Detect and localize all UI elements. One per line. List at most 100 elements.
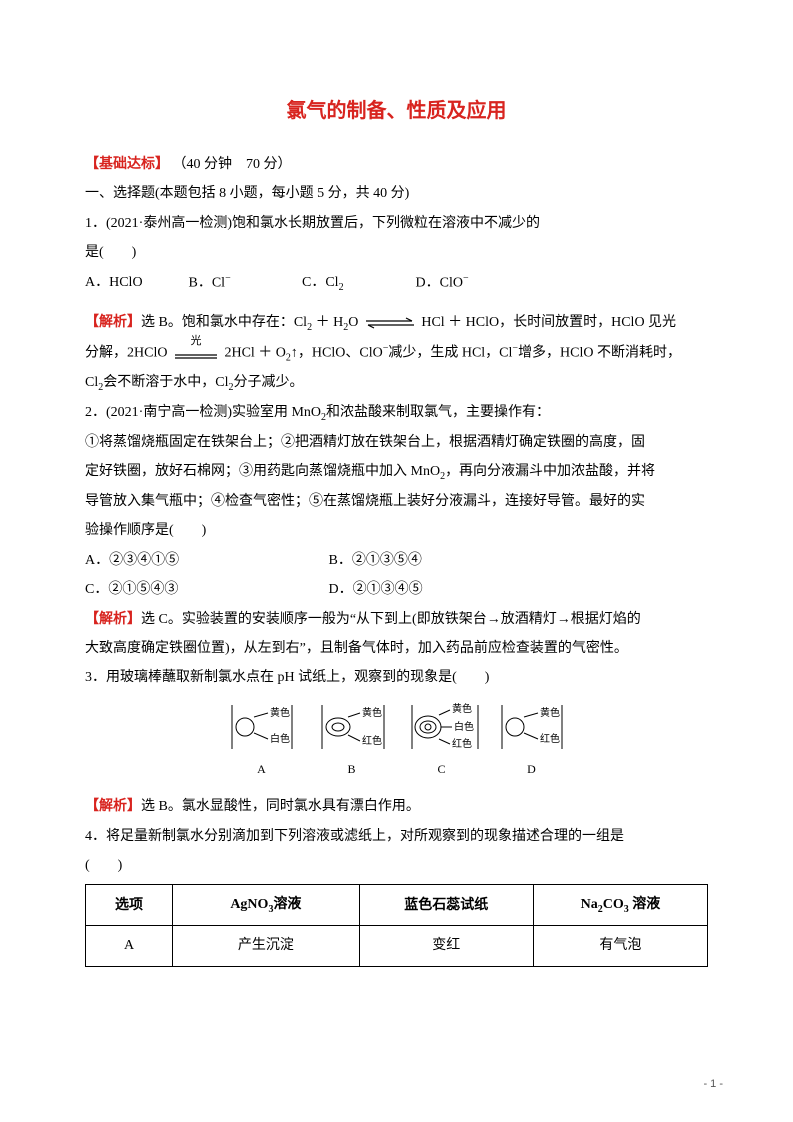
td-A-1: 产生沉淀 <box>173 926 360 966</box>
q2-steps-2: 定好铁圈，放好石棉网；③用药匙向蒸馏烧瓶中加入 MnO2，再向分液漏斗中加浓盐酸… <box>85 457 708 487</box>
svg-text:黄色: 黄色 <box>540 706 560 719</box>
th-option: 选项 <box>86 885 173 926</box>
q2-options-row1: A．②③④①⑤ B．②①③⑤④ <box>85 546 708 575</box>
q2-steps-c: ，再向分液漏斗中加浓盐酸，并将 <box>445 464 655 479</box>
td-A-3: 有气泡 <box>533 926 707 966</box>
svg-text:红色: 红色 <box>362 734 382 747</box>
q2-stem-a: 2．(2021·南宁高一检测)实验室用 MnO <box>85 405 321 420</box>
th-agno3: AgNO3溶液 <box>173 885 360 926</box>
q2-options-row2: C．②①⑤④③ D．②①③④⑤ <box>85 575 708 604</box>
svg-text:红色: 红色 <box>540 732 560 745</box>
q3-figure: 黄色 白色 A 黄色 红色 B <box>85 699 708 784</box>
q1-answer-p2: 分解，2HClO 光 2HCl ＋ O2↑，HClO、ClO−减少，生成 HCl… <box>85 338 708 368</box>
q1-optD: D．ClO− <box>416 268 469 298</box>
q1-answer-p3: Cl2会不断溶于水中，Cl2分子减少。 <box>85 368 708 398</box>
q3-ans-pick: 选 B。 <box>141 799 182 814</box>
diagram-row: 黄色 白色 A 黄色 红色 B <box>226 699 568 782</box>
th-litmus: 蓝色石蕊试纸 <box>359 885 533 926</box>
page-number: - 1 - <box>703 1078 723 1090</box>
diag-B-label: B <box>316 757 388 782</box>
q1-optC: C．Cl2 <box>302 268 412 298</box>
q1-a1b: ＋ H <box>312 315 343 330</box>
condition-arrow-icon: 光 <box>173 344 219 362</box>
th-na2co3-c: 溶液 <box>629 897 661 912</box>
cond-text: 光 <box>173 336 219 347</box>
table-row: A 产生沉淀 变红 有气泡 <box>86 926 708 966</box>
equilibrium-arrow-icon <box>364 316 416 330</box>
q3-answer: 【解析】选 B。氯水显酸性，同时氯水具有漂白作用。 <box>85 792 708 821</box>
q2-optC: C．②①⑤④③ <box>85 575 325 604</box>
page-content: 氯气的制备、性质及应用 【基础达标】 （40 分钟 70 分） 一、选择题(本题… <box>0 0 793 1007</box>
q2-answer-1: 【解析】选 C。实验装置的安装顺序一般为“从下到上(即放铁架台→放酒精灯→根据灯… <box>85 605 708 634</box>
svg-text:红色: 红色 <box>452 737 472 750</box>
q2-stem-b: 和浓盐酸来制取氯气，主要操作有： <box>326 405 550 420</box>
q1-options: A．HClO B．Cl− C．Cl2 D．ClO− <box>85 268 708 298</box>
q2-ans-pick: 选 C。 <box>141 612 182 627</box>
table-header-row: 选项 AgNO3溶液 蓝色石蕊试纸 Na2CO3 溶液 <box>86 885 708 926</box>
q1-optD-sup: − <box>463 273 469 284</box>
th-agno3-a: AgNO <box>230 897 268 912</box>
q2-ans-label: 【解析】 <box>85 612 141 627</box>
q4-stem-a: 4．将足量新制氯水分别滴加到下列溶液或滤纸上，对所观察到的现象描述合理的一组是 <box>85 822 708 851</box>
q2-optD: D．②①③④⑤ <box>329 575 423 604</box>
q1-stem-a: 1．(2021·泰州高一检测)饱和氯水长期放置后，下列微粒在溶液中不减少的 <box>85 209 708 238</box>
q1-a2e: 增多，HClO 不断消耗时， <box>518 345 681 360</box>
th-agno3-b: 溶液 <box>273 897 301 912</box>
q2-ans-a: 实验装置的安装顺序一般为“从下到上(即放铁架台→放酒精灯→根据灯焰的 <box>182 612 641 627</box>
q2-steps-1: ①将蒸馏烧瓶固定在铁架台上；②把酒精灯放在铁架台上，根据酒精灯确定铁圈的高度，固 <box>85 428 708 457</box>
q2-steps-b: 定好铁圈，放好石棉网；③用药匙向蒸馏烧瓶中加入 MnO <box>85 464 440 479</box>
q2-steps-4: 验操作顺序是( ) <box>85 516 708 545</box>
q1-answer-p1: 【解析】选 B。饱和氯水中存在：Cl2 ＋ H2O HCl ＋ HClO，长时间… <box>85 308 708 338</box>
q1-a2c: ↑，HClO、ClO <box>291 345 383 360</box>
q1-a1d: HCl ＋ HClO，长时间放置时，HClO 见光 <box>421 315 676 330</box>
q1-a1c: O <box>348 315 358 330</box>
q2-answer-2: 大致高度确定铁圈位置)，从左到右”，且制备气体时，加入药品前应检查装置的气密性。 <box>85 634 708 663</box>
section-label: 【基础达标】 <box>85 157 169 172</box>
svg-text:白色: 白色 <box>454 720 474 733</box>
q1-optB-text: B．Cl <box>189 275 226 290</box>
q1-optD-text: D．ClO <box>416 275 463 290</box>
q2-stem: 2．(2021·南宁高一检测)实验室用 MnO2和浓盐酸来制取氯气，主要操作有： <box>85 398 708 428</box>
q1-a3b: 会不断溶于水中，Cl <box>103 375 228 390</box>
q3-ans-text: 氯水显酸性，同时氯水具有漂白作用。 <box>182 799 420 814</box>
q1-a3a: Cl <box>85 375 98 390</box>
diagram-B: 黄色 红色 B <box>316 699 388 782</box>
q2-optA: A．②③④①⑤ <box>85 546 325 575</box>
svg-text:黄色: 黄色 <box>270 706 290 719</box>
q4-table: 选项 AgNO3溶液 蓝色石蕊试纸 Na2CO3 溶液 A 产生沉淀 变红 有气… <box>85 884 708 966</box>
part1-heading: 一、选择题(本题包括 8 小题，每小题 5 分，共 40 分) <box>85 179 708 208</box>
q1-a1a: 饱和氯水中存在：Cl <box>182 315 307 330</box>
q1-optC-sub: 2 <box>339 282 344 293</box>
diagram-C: 黄色 白色 红色 C <box>406 699 478 782</box>
th-na2co3-b: CO <box>603 897 624 912</box>
q1-optB: B．Cl− <box>189 268 299 298</box>
diag-A-label: A <box>226 757 298 782</box>
q1-stem-b: 是( ) <box>85 238 708 267</box>
q1-a2a: 分解，2HClO <box>85 345 167 360</box>
th-na2co3-a: Na <box>581 897 598 912</box>
q1-optA: A．HClO <box>85 268 185 297</box>
svg-text:黄色: 黄色 <box>362 706 382 719</box>
q1-optB-sup: − <box>225 273 231 284</box>
q2-steps-3: 导管放入集气瓶中；④检查气密性；⑤在蒸馏烧瓶上装好分液漏斗，连接好导管。最好的实 <box>85 487 708 516</box>
q1-ans-pick: 选 B。 <box>141 315 182 330</box>
th-na2co3: Na2CO3 溶液 <box>533 885 707 926</box>
diag-C-label: C <box>406 757 478 782</box>
td-A-opt: A <box>86 926 173 966</box>
td-A-2: 变红 <box>359 926 533 966</box>
q1-a2b: 2HCl ＋ O <box>224 345 285 360</box>
q1-ans-label: 【解析】 <box>85 315 141 330</box>
svg-text:黄色: 黄色 <box>452 702 472 715</box>
q1-optC-text: C．Cl <box>302 275 339 290</box>
time-score: （40 分钟 70 分） <box>173 157 292 172</box>
q3-stem: 3．用玻璃棒蘸取新制氯水点在 pH 试纸上，观察到的现象是( ) <box>85 663 708 692</box>
diagram-D: 黄色 红色 D <box>496 699 568 782</box>
q1-a3c: 分子减少。 <box>233 375 303 390</box>
q1-a2d: 减少，生成 HCl，Cl <box>388 345 512 360</box>
svg-text:白色: 白色 <box>270 732 290 745</box>
doc-title: 氯气的制备、性质及应用 <box>85 90 708 132</box>
q2-optB: B．②①③⑤④ <box>329 546 422 575</box>
q4-stem-b: ( ) <box>85 851 708 880</box>
section-line: 【基础达标】 （40 分钟 70 分） <box>85 150 708 179</box>
diag-D-label: D <box>496 757 568 782</box>
